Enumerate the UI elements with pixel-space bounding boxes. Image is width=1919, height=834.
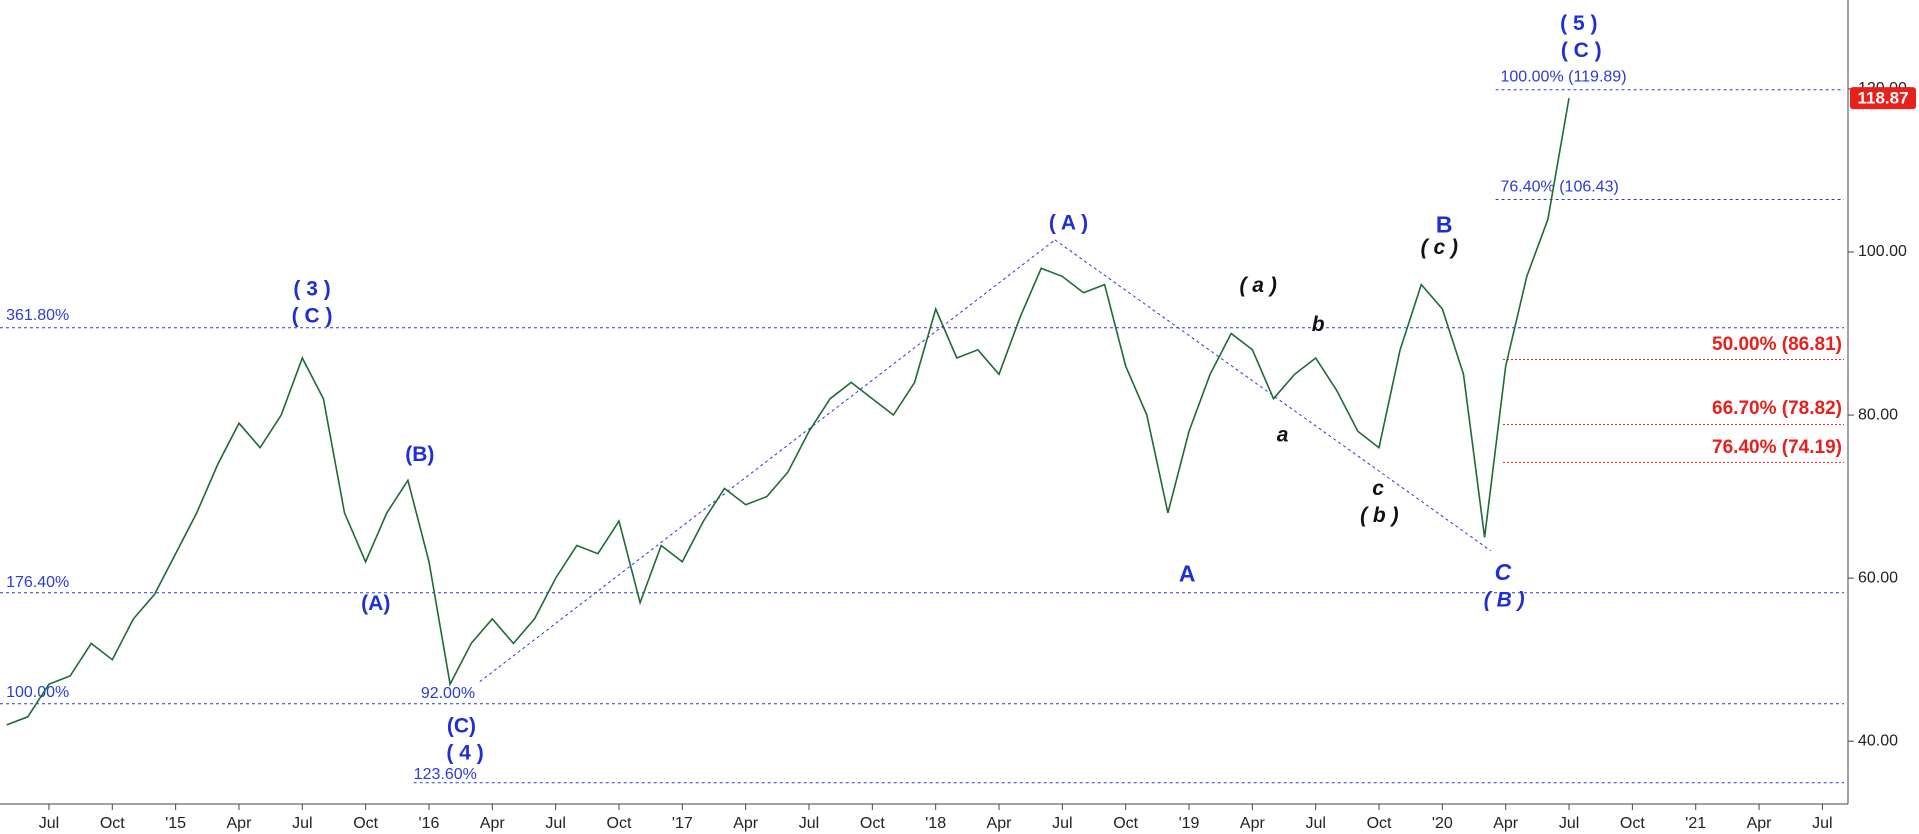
x-tick-label: Apr [987, 815, 1013, 832]
x-tick-label: Jul [39, 815, 59, 832]
wave-label: b [1312, 313, 1325, 336]
x-tick-label: '18 [925, 815, 946, 832]
wave-label: ( 5 ) [1560, 12, 1597, 35]
wave-label: 92.00% [421, 685, 475, 702]
y-tick-label: 40.00 [1858, 732, 1898, 749]
level-label: 100.00% [6, 684, 69, 701]
x-tick-label: '21 [1685, 815, 1706, 832]
wave-label: ( C ) [1561, 39, 1602, 62]
wave-label: A [1179, 560, 1196, 586]
x-tick-label: Apr [480, 815, 506, 832]
y-tick-label: 80.00 [1858, 406, 1898, 423]
x-tick-label: '20 [1432, 815, 1453, 832]
x-tick-label: Oct [1620, 815, 1645, 832]
level-label: 100.00% (119.89) [1501, 68, 1627, 85]
level-label: 176.40% [6, 574, 69, 591]
price-badge-label: 118.87 [1857, 89, 1908, 108]
x-tick-label: Oct [353, 815, 378, 832]
y-tick-label: 60.00 [1858, 569, 1898, 586]
level-label: 66.70% (78.82) [1712, 398, 1842, 419]
x-tick-label: Jul [799, 815, 819, 832]
price-line [6, 97, 1570, 726]
x-tick-label: Jul [1812, 815, 1832, 832]
level-label: 361.80% [6, 307, 69, 324]
y-tick-label: 100.00 [1858, 243, 1907, 260]
price-badge [1850, 87, 1916, 110]
x-tick-label: Jul [1052, 815, 1072, 832]
level-label: 123.60% [414, 766, 477, 783]
x-tick-label: '19 [1179, 815, 1200, 832]
x-tick-label: '15 [165, 815, 186, 832]
wave-label: ( B ) [1484, 588, 1525, 611]
x-tick-label: Apr [1747, 815, 1773, 832]
wave-label: ( C ) [292, 305, 333, 328]
x-tick-label: Apr [733, 815, 759, 832]
level-label: 76.40% (74.19) [1712, 437, 1842, 458]
wave-label: ( 3 ) [293, 278, 330, 301]
x-tick-label: Oct [1113, 815, 1138, 832]
wave-label: (B) [405, 443, 434, 466]
wave-label: ( 4 ) [446, 741, 483, 764]
wave-label: ( a ) [1239, 274, 1276, 297]
wave-label: ( c ) [1421, 236, 1458, 259]
wave-label: a [1277, 423, 1289, 446]
wave-label: C [1495, 559, 1512, 585]
x-tick-label: Jul [1559, 815, 1579, 832]
wave-label: (C) [447, 715, 476, 738]
x-tick-label: Apr [227, 815, 253, 832]
x-tick-label: Apr [1240, 815, 1266, 832]
wave-label: ( b ) [1360, 504, 1398, 527]
x-tick-label: Oct [100, 815, 125, 832]
level-label: 76.40% (106.43) [1501, 178, 1619, 195]
x-tick-label: Apr [1493, 815, 1519, 832]
x-tick-label: Jul [545, 815, 565, 832]
x-tick-label: Oct [1367, 815, 1392, 832]
x-tick-label: Jul [292, 815, 312, 832]
x-tick-label: Oct [607, 815, 632, 832]
trend-line [479, 239, 1056, 683]
x-tick-label: Jul [1305, 815, 1325, 832]
trend-line [1054, 239, 1492, 552]
wave-label: c [1372, 477, 1384, 500]
x-tick-label: Oct [860, 815, 885, 832]
wave-label: ( A ) [1049, 212, 1088, 235]
wave-label: (A) [361, 592, 390, 615]
level-label: 50.00% (86.81) [1712, 334, 1842, 355]
x-tick-label: '17 [672, 815, 693, 832]
x-tick-label: '16 [419, 815, 440, 832]
wave-label: B [1436, 211, 1453, 237]
